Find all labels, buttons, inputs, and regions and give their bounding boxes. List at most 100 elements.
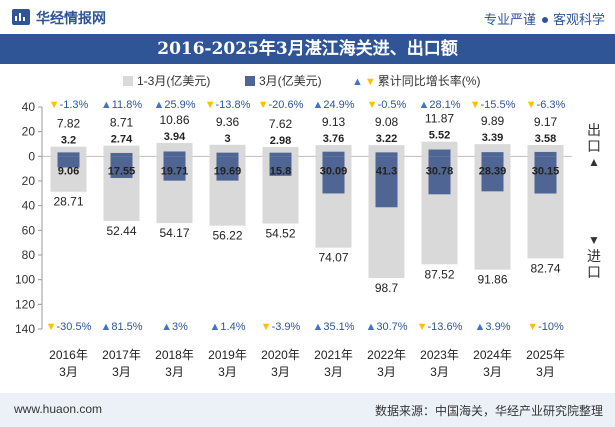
triangle-down-icon: ▼: [526, 99, 537, 111]
triangle-down-icon: ▼: [46, 321, 57, 333]
import-growth-value: -10%: [538, 321, 564, 333]
import-growth-label: ▲1.4%: [210, 321, 246, 333]
x-tick-label: 2022年 3月: [367, 348, 406, 379]
bar-export-month: [428, 149, 451, 157]
label-export-month: 3: [224, 133, 230, 145]
label-import-month: 30.15: [532, 165, 560, 177]
y-tick-label: 100: [15, 273, 35, 287]
import-growth-label: ▼-13.6%: [417, 321, 463, 333]
import-growth-value: 81.5%: [111, 321, 142, 333]
label-import-month: 19.69: [214, 165, 242, 177]
x-tick-label: 2018年 3月: [155, 348, 194, 379]
triangle-down-icon: ▼: [367, 99, 378, 111]
import-growth-label: ▲81.5%: [100, 321, 142, 333]
export-growth-label: ▼-13.8%: [205, 99, 251, 111]
label-export-month: 3.39: [482, 132, 503, 144]
import-growth-label: ▼-10%: [527, 321, 564, 333]
export-side-text: 出口: [587, 122, 601, 154]
x-tick-year: 2020年: [261, 348, 300, 362]
bar-export-month: [269, 152, 292, 157]
triangle-up-icon: ▲: [352, 76, 363, 88]
bar-export-month: [375, 152, 398, 157]
import-growth-value: 3.9%: [485, 321, 510, 333]
y-tick-label: 20: [22, 174, 36, 188]
triangle-down-icon: ▼: [364, 76, 376, 88]
y-tick-label: 40: [22, 100, 36, 114]
bar-export-month: [481, 152, 504, 157]
triangle-up-icon: ▲: [210, 321, 221, 333]
x-tick-year: 2017年: [102, 348, 141, 362]
label-export-month: 3.58: [535, 133, 556, 145]
bar-import-month: [534, 156, 557, 194]
slogan-b: 客观科学: [552, 12, 605, 27]
x-tick-month: 3月: [430, 365, 449, 379]
bar-export-month: [110, 152, 133, 157]
label-import-cumulative: 87.52: [424, 267, 454, 281]
label-import-month: 9.06: [58, 165, 79, 177]
bar-export-cumulative: [368, 145, 405, 157]
legend: 1-3月(亿美元) 3月(亿美元) ▲ ▼ 累计同比增长率(%): [0, 73, 615, 89]
label-export-cumulative: 9.17: [534, 115, 558, 129]
x-tick-label: 2016年 3月: [49, 348, 88, 379]
x-tick-year: 2021年: [314, 348, 353, 362]
x-tick-year: 2019年: [208, 348, 247, 362]
triangle-up-icon: ▲: [153, 99, 164, 111]
export-growth-label: ▲11.8%: [101, 99, 142, 111]
x-tick-month: 3月: [112, 365, 131, 379]
x-tick-month: 3月: [536, 365, 555, 379]
bar-import-month: [269, 156, 292, 176]
export-growth-label: ▼-1.3%: [49, 99, 89, 111]
bar-export-month: [57, 152, 80, 157]
dot-separator-icon: [541, 16, 548, 23]
import-growth-label: ▲30.7%: [365, 321, 407, 333]
export-growth-label: ▲25.9%: [153, 99, 195, 111]
side-label-import: ▼ 进口: [585, 232, 603, 280]
import-growth-label: ▲35.1%: [312, 321, 354, 333]
chart-canvas: 40200204060801001201407.823.29.0628.71▼-…: [15, 99, 572, 379]
import-growth-value: 3%: [172, 321, 188, 333]
x-tick-month: 3月: [377, 365, 396, 379]
legend-item-cumulative: 1-3月(亿美元): [123, 73, 210, 89]
x-tick-month: 3月: [218, 365, 237, 379]
x-tick-year: 2025年: [526, 348, 565, 362]
label-export-cumulative: 11.87: [425, 112, 454, 126]
footer-website: www.huaon.com: [14, 402, 103, 416]
y-tick-label: 80: [22, 248, 36, 262]
x-tick-year: 2018年: [155, 348, 194, 362]
legend-swatch-month: [245, 75, 255, 86]
export-growth-value: -15.5%: [481, 99, 516, 111]
label-import-cumulative: 54.17: [159, 226, 189, 240]
title-bar: 2016-2025年3月湛江海关进、出口额: [0, 34, 615, 64]
x-tick-month: 3月: [483, 365, 502, 379]
y-tick-label: 120: [15, 297, 35, 311]
bar-import-month: [428, 156, 451, 195]
y-tick-label: 0: [28, 149, 35, 163]
triangle-up-icon: ▲: [475, 321, 486, 333]
y-tick-label: 140: [15, 322, 35, 336]
label-import-month: 30.78: [426, 165, 454, 177]
bar-import-month: [322, 156, 345, 194]
label-export-month: 3.22: [376, 133, 397, 145]
export-growth-value: 25.9%: [164, 99, 195, 111]
label-import-cumulative: 28.71: [53, 195, 83, 209]
bar-import-month: [110, 156, 133, 178]
bar-export-cumulative: [209, 144, 246, 157]
bar-export-cumulative: [315, 145, 352, 157]
slogan: 专业严谨 客观科学: [484, 9, 605, 28]
label-export-month: 2.74: [111, 134, 133, 146]
import-growth-label: ▲3%: [161, 321, 188, 333]
import-growth-label: ▲3.9%: [475, 321, 511, 333]
label-import-cumulative: 54.52: [265, 227, 295, 241]
x-tick-month: 3月: [165, 365, 184, 379]
label-export-cumulative: 8.71: [110, 116, 134, 130]
arrow-down-icon: ▼: [588, 233, 600, 247]
bar-export-month: [534, 151, 557, 157]
x-tick-label: 2019年 3月: [208, 348, 247, 379]
label-export-cumulative: 9.13: [322, 115, 346, 129]
chart-title: 2016-2025年3月湛江海关进、出口额: [157, 39, 458, 59]
triangle-down-icon: ▼: [417, 321, 428, 333]
import-growth-label: ▼-3.9%: [261, 321, 301, 333]
label-import-month: 19.71: [161, 165, 189, 177]
triangle-down-icon: ▼: [205, 99, 216, 111]
triangle-down-icon: ▼: [261, 321, 272, 333]
